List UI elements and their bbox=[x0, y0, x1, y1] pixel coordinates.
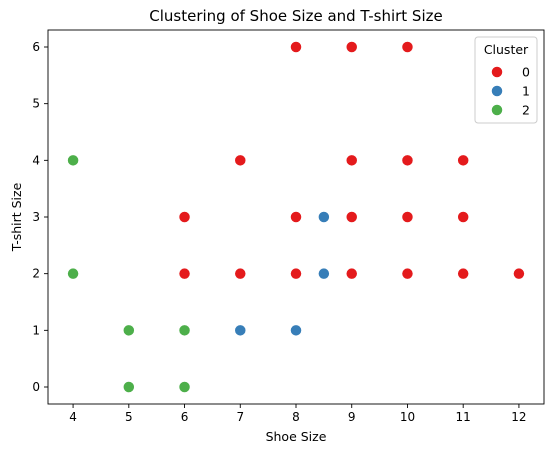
data-point-cluster-0 bbox=[512, 267, 525, 280]
data-point-cluster-1 bbox=[317, 211, 330, 223]
data-point-cluster-0 bbox=[178, 267, 191, 280]
x-tick-label: 4 bbox=[69, 410, 77, 424]
data-point-cluster-2 bbox=[122, 324, 135, 337]
legend-marker-0 bbox=[491, 66, 503, 78]
data-point-cluster-0 bbox=[457, 211, 470, 223]
legend-marker-1 bbox=[491, 85, 503, 97]
legend-label-1: 1 bbox=[522, 84, 530, 99]
data-point-cluster-0 bbox=[401, 211, 414, 223]
y-axis-label: T-shirt Size bbox=[9, 182, 24, 252]
y-tick-label: 6 bbox=[32, 40, 40, 54]
y-tick-label: 3 bbox=[32, 210, 40, 224]
data-point-cluster-0 bbox=[401, 41, 414, 53]
legend-label-0: 0 bbox=[522, 65, 530, 80]
x-tick-label: 5 bbox=[125, 410, 133, 424]
data-point-cluster-2 bbox=[122, 381, 135, 393]
y-tick-label: 1 bbox=[32, 323, 40, 337]
data-point-cluster-0 bbox=[290, 267, 302, 280]
data-point-cluster-2 bbox=[67, 154, 80, 167]
data-point-cluster-0 bbox=[290, 211, 302, 223]
x-tick-label: 11 bbox=[456, 410, 471, 424]
data-point-cluster-1 bbox=[317, 267, 330, 280]
y-tick-label: 5 bbox=[32, 97, 40, 111]
legend-marker-2 bbox=[491, 104, 503, 116]
data-point-cluster-0 bbox=[345, 41, 358, 53]
data-point-cluster-0 bbox=[345, 211, 358, 223]
data-point-cluster-0 bbox=[457, 154, 470, 167]
x-tick-label: 7 bbox=[236, 410, 244, 424]
data-point-cluster-1 bbox=[290, 324, 302, 337]
x-tick-label: 6 bbox=[181, 410, 189, 424]
data-point-cluster-0 bbox=[401, 154, 414, 167]
legend-title: Cluster bbox=[484, 42, 529, 57]
x-axis-label: Shoe Size bbox=[266, 429, 327, 444]
legend-label-2: 2 bbox=[522, 103, 530, 118]
data-point-cluster-0 bbox=[178, 211, 191, 223]
y-tick-label: 2 bbox=[32, 267, 40, 281]
data-point-cluster-0 bbox=[401, 267, 414, 280]
y-tick-label: 0 bbox=[32, 380, 40, 394]
x-tick-label: 12 bbox=[511, 410, 526, 424]
data-point-cluster-0 bbox=[234, 267, 247, 280]
data-point-cluster-1 bbox=[234, 324, 247, 337]
data-point-cluster-2 bbox=[178, 324, 191, 337]
data-point-cluster-0 bbox=[345, 267, 358, 280]
legend-box bbox=[474, 36, 538, 124]
x-tick-label: 9 bbox=[348, 410, 356, 424]
data-point-cluster-2 bbox=[67, 267, 80, 280]
data-point-cluster-2 bbox=[178, 381, 191, 393]
chart-title: Clustering of Shoe Size and T-shirt Size bbox=[149, 7, 442, 25]
legend: Cluster 0 1 2 bbox=[474, 36, 538, 124]
y-tick-label: 4 bbox=[32, 153, 40, 167]
data-point-cluster-0 bbox=[345, 154, 358, 167]
x-tick-label: 10 bbox=[400, 410, 415, 424]
data-point-cluster-0 bbox=[457, 267, 470, 280]
data-point-cluster-0 bbox=[234, 154, 247, 167]
data-point-cluster-0 bbox=[290, 41, 302, 53]
x-tick-label: 8 bbox=[292, 410, 300, 424]
